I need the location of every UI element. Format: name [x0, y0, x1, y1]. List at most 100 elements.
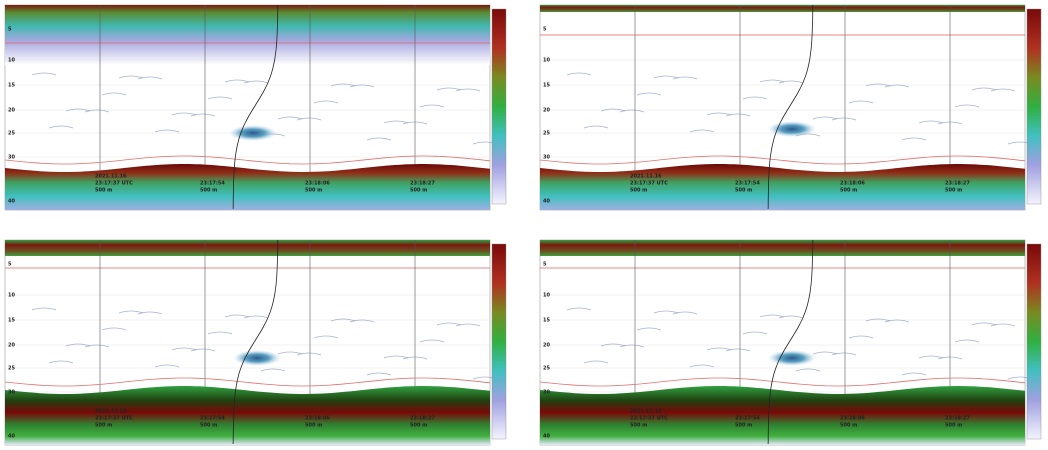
echo-trace — [865, 83, 891, 87]
echo-trace — [848, 100, 874, 104]
range-label: 500 m — [630, 188, 647, 194]
time-label: 23:18:27 — [945, 416, 970, 422]
depth-label: 15 — [543, 318, 550, 324]
depth-label: 10 — [543, 58, 550, 64]
bottom-line — [4, 155, 491, 165]
depth-label: 30 — [543, 390, 550, 396]
seabed-band — [5, 386, 490, 445]
echo-trace — [778, 315, 804, 319]
echo-trace — [31, 307, 57, 311]
range-label: 500 m — [410, 423, 427, 429]
echo-trace — [154, 129, 180, 133]
fish-school — [233, 350, 281, 366]
echo-trace — [884, 319, 910, 323]
echo-trace — [455, 88, 481, 92]
echo-trace — [954, 104, 980, 108]
range-label: 500 m — [945, 188, 962, 194]
echo-trace — [154, 364, 180, 368]
echo-trace — [419, 104, 445, 108]
echo-trace — [171, 112, 197, 116]
echo-trace — [831, 117, 857, 121]
range-label: 500 m — [200, 188, 217, 194]
echo-trace — [812, 116, 838, 120]
time-date: 2021.11.16 — [630, 409, 662, 415]
range-label: 500 m — [95, 423, 112, 429]
echo-trace — [436, 322, 462, 326]
echo-trace — [971, 322, 997, 326]
echo-trace — [48, 360, 74, 364]
echo-trace — [190, 348, 216, 352]
time-date: 2021.11.16 — [95, 174, 127, 180]
echo-trace — [65, 108, 91, 112]
echo-trace — [725, 113, 751, 117]
echo-trace — [277, 116, 303, 120]
depth-label: 10 — [543, 293, 550, 299]
bottom-line — [539, 155, 1026, 165]
range-label: 500 m — [410, 188, 427, 194]
echo-trace — [778, 80, 804, 84]
depth-label: 25 — [8, 131, 15, 137]
fish-school — [229, 125, 277, 141]
time-date: 2021.11.16 — [630, 174, 662, 180]
time-label: 23:17:54 — [735, 181, 760, 187]
time-date: 2021.11.16 — [95, 409, 127, 415]
echo-trace — [84, 109, 110, 113]
echo-trace — [349, 84, 375, 88]
echo-trace — [725, 348, 751, 352]
echo-trace — [831, 352, 857, 356]
echo-trace — [313, 100, 339, 104]
echo-trace — [971, 87, 997, 91]
range-label: 500 m — [305, 188, 322, 194]
echo-trace — [742, 331, 768, 335]
time-label: 23:17:54 — [200, 181, 225, 187]
fish-school — [768, 350, 816, 366]
echo-trace — [990, 323, 1016, 327]
time-label: 23:17:37 UTC — [630, 416, 668, 422]
track-curve — [232, 240, 279, 445]
echo-trace — [689, 364, 715, 368]
range-label: 500 m — [305, 423, 322, 429]
range-label: 500 m — [945, 423, 962, 429]
depth-label: 40 — [8, 199, 15, 205]
time-label: 23:17:54 — [735, 416, 760, 422]
seabed-band — [540, 386, 1025, 445]
echo-trace — [48, 125, 74, 129]
depth-label: 40 — [8, 434, 15, 440]
time-label: 23:18:06 — [305, 416, 330, 422]
range-label: 500 m — [840, 423, 857, 429]
echo-trace — [330, 83, 356, 87]
echo-trace — [402, 356, 428, 360]
surface-band — [5, 5, 490, 65]
echo-trace — [901, 372, 927, 376]
echo-trace — [31, 72, 57, 76]
echo-trace — [759, 79, 785, 83]
echo-trace — [848, 335, 874, 339]
range-label: 500 m — [840, 188, 857, 194]
depth-label: 15 — [8, 318, 15, 324]
echo-trace — [207, 331, 233, 335]
bottom-line — [4, 377, 491, 387]
range-label: 500 m — [735, 188, 752, 194]
range-label: 500 m — [95, 188, 112, 194]
echo-trace — [296, 117, 322, 121]
echo-trace — [118, 310, 144, 314]
time-label: 23:18:27 — [945, 181, 970, 187]
depth-label: 5 — [543, 27, 547, 33]
depth-label: 30 — [8, 390, 15, 396]
echo-trace — [101, 327, 127, 331]
echo-trace — [224, 79, 250, 83]
echo-trace — [65, 343, 91, 347]
echo-trace — [990, 88, 1016, 92]
track-curve — [767, 240, 814, 445]
echo-trace — [243, 315, 269, 319]
color-scale — [1026, 243, 1042, 440]
surface-band — [5, 240, 490, 256]
echo-trace — [296, 352, 322, 356]
echo-trace — [207, 96, 233, 100]
echo-trace — [349, 319, 375, 323]
time-label: 23:17:54 — [200, 416, 225, 422]
echo-trace — [366, 137, 392, 141]
time-label: 23:18:27 — [410, 416, 435, 422]
